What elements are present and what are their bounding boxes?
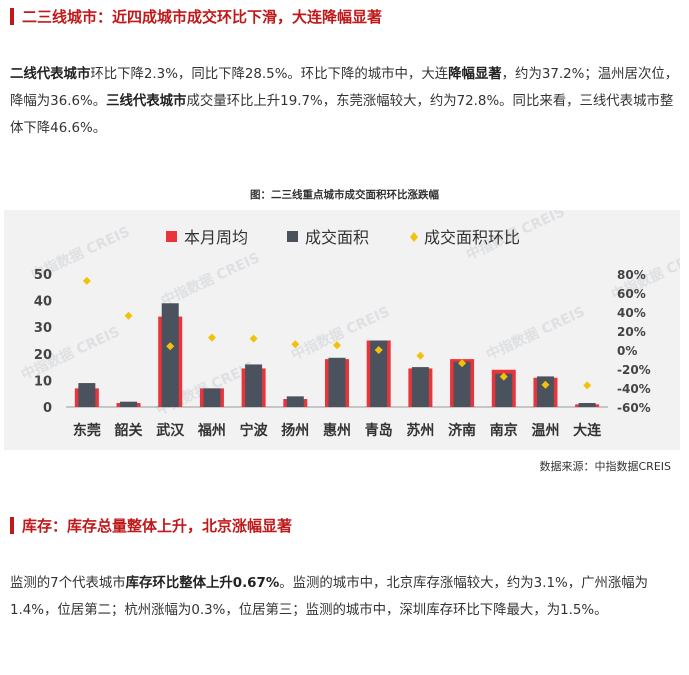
x-tick-label-东莞: 东莞: [73, 422, 101, 439]
heading-accent-bar: [10, 8, 14, 25]
y-left-tick-label: 40: [34, 295, 52, 310]
heading-accent-bar: [10, 517, 14, 534]
point-成交面积环比-苏州: [416, 351, 425, 360]
legend-label-本月周均: 本月周均: [184, 228, 248, 247]
y-right-tick-label: 0%: [617, 344, 637, 358]
figure-caption: 图：二三线重点城市成交面积环比涨跌幅: [250, 189, 439, 201]
y-right-tick-label: 20%: [617, 325, 646, 339]
y-left-tick-label: 0: [43, 401, 52, 416]
point-成交面积环比-济南: [458, 359, 467, 368]
point-成交面积环比-大连: [583, 381, 592, 390]
bar-成交面积-温州: [536, 376, 554, 407]
point-成交面积环比-东莞: [82, 276, 91, 285]
legend-swatch-本月周均: [166, 231, 177, 242]
x-tick-label-济南: 济南: [448, 422, 476, 439]
watermark-text: 中指数据 CREIS: [484, 303, 588, 364]
x-tick-label-温州: 温州: [531, 423, 559, 439]
watermark-text: 中指数据 CREIS: [159, 249, 263, 310]
point-成交面积环比-福州: [207, 333, 216, 342]
bar-成交面积-青岛: [370, 340, 388, 407]
bar-成交面积-东莞: [78, 383, 96, 407]
y-right-tick-label: 60%: [617, 287, 646, 301]
x-tick-label-福州: 福州: [197, 422, 226, 439]
x-tick-label-南京: 南京: [490, 422, 518, 439]
text-run: 。监测的城市中，北京库存涨幅较大，约为3.1%，广州涨幅为1.4%，位居第二；杭…: [10, 576, 649, 618]
point-成交面积环比-扬州: [291, 340, 300, 349]
bold-phrase: 降幅显著: [448, 67, 502, 82]
bars: [74, 303, 600, 407]
chart-area: 中指数据 CREIS 中指数据 CREIS 中指数据 CREIS 中指数据 CREIS…: [4, 210, 680, 450]
axes: 0 10 20 30 40 50 80% 60% 40% 20% 0% -20% -40% -60% 东莞韶…: [34, 268, 651, 439]
bar-成交面积-武汉: [161, 303, 179, 407]
legend: 本月周均 成交面积 成交面积环比: [166, 228, 520, 247]
y-right-tick-label: 80%: [617, 268, 646, 282]
x-tick-label-苏州: 苏州: [406, 422, 434, 439]
bar-成交面积-苏州: [411, 367, 429, 407]
legend-label-成交面积: 成交面积: [305, 228, 369, 247]
y-right-tick-label: -20%: [617, 363, 651, 377]
x-tick-label-宁波: 宁波: [240, 422, 269, 439]
point-成交面积环比-惠州: [333, 341, 341, 350]
point-成交面积环比-南京: [499, 372, 508, 381]
bar-成交面积-福州: [203, 388, 221, 407]
y-left-tick-label: 20: [34, 348, 52, 363]
legend-swatch-成交面积环比: [410, 232, 418, 242]
legend-label-成交面积环比: 成交面积环比: [424, 228, 520, 247]
y-left-tick-label: 10: [34, 374, 52, 389]
text-run: 环比下降2.3%，同比下降28.5%。环比下降的城市中，大连: [90, 67, 449, 82]
x-tick-label-武汉: 武汉: [156, 422, 185, 439]
x-tick-label-青岛: 青岛: [365, 422, 393, 439]
bar-成交面积-南京: [495, 373, 513, 407]
text-run: 监测的7个代表城市: [10, 576, 126, 591]
point-成交面积环比-宁波: [249, 334, 258, 343]
x-tick-label-扬州: 扬州: [281, 422, 309, 439]
y-right-tick-label: -40%: [617, 382, 651, 396]
y-right-tick-label: -60%: [617, 401, 651, 415]
bar-成交面积-大连: [578, 403, 596, 407]
bold-phrase: 库存环比整体上升0.67%: [125, 576, 280, 591]
heading-text: 库存：库存总量整体上升，北京涨幅显著: [22, 517, 293, 535]
point-成交面积环比-温州: [541, 380, 550, 389]
text-run: 成交量环比上升19.7%，东莞涨幅较大，约为72.8%。同比来看，三线代表城市整…: [10, 94, 674, 136]
point-成交面积环比-青岛: [374, 346, 383, 354]
section-heading-inventory: 库存：库存总量整体上升，北京涨幅显著: [10, 515, 292, 536]
data-source: 数据来源：中指数据CREIS: [539, 460, 672, 473]
paragraph-inventory: 监测的7个代表城市库存环比整体上升0.67%。监测的城市中，北京库存涨幅较大，约…: [10, 570, 680, 624]
section-heading-cities: 二三线城市：近四成城市成交环比下滑，大连降幅显著: [10, 6, 382, 27]
x-tick-label-大连: 大连: [573, 422, 602, 439]
x-tick-label-惠州: 惠州: [323, 422, 351, 439]
bar-成交面积-扬州: [286, 396, 304, 407]
text-run: ，约为37.2%；温州居次位，降幅为36.6%。: [10, 67, 679, 109]
point-成交面积环比-武汉: [166, 342, 175, 351]
bar-成交面积-韶关: [120, 401, 138, 407]
bar-成交面积-济南: [453, 361, 471, 407]
bar-成交面积-宁波: [245, 364, 263, 407]
y-right-tick-label: 40%: [617, 306, 646, 320]
points: [82, 276, 592, 390]
point-成交面积环比-韶关: [124, 311, 133, 320]
paragraph-cities: 二线代表城市环比下降2.3%，同比下降28.5%。环比下降的城市中，大连降幅显著…: [10, 61, 680, 142]
heading-text: 二三线城市：近四成城市成交环比下滑，大连降幅显著: [22, 8, 383, 26]
y-left-tick-label: 30: [34, 321, 52, 336]
bar-成交面积-惠州: [328, 357, 346, 407]
x-tick-label-韶关: 韶关: [115, 422, 143, 439]
y-left-tick-label: 50: [34, 268, 52, 283]
bold-phrase: 二线代表城市: [10, 67, 91, 82]
legend-swatch-成交面积: [287, 231, 298, 242]
bold-phrase: 三线代表城市: [106, 94, 187, 109]
